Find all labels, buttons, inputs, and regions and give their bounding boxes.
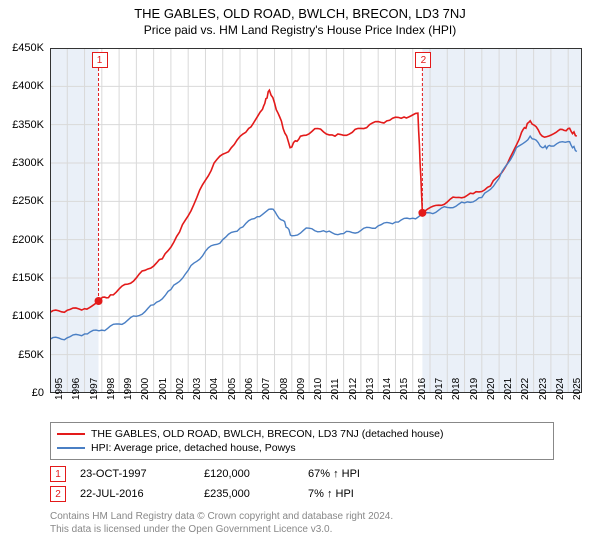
event-row: 2 22-JUL-2016 £235,000 7% ↑ HPI bbox=[50, 484, 360, 504]
y-tick-label: £100K bbox=[12, 310, 44, 322]
event-badge: 2 bbox=[50, 486, 66, 502]
legend-item: HPI: Average price, detached house, Powy… bbox=[57, 441, 547, 455]
attribution: Contains HM Land Registry data © Crown c… bbox=[50, 510, 393, 536]
legend-swatch bbox=[57, 447, 85, 449]
y-tick-label: £200K bbox=[12, 234, 44, 246]
plot-area bbox=[50, 48, 582, 393]
x-tick-label: 2016 bbox=[417, 378, 428, 400]
x-tick-label: 2015 bbox=[399, 378, 410, 400]
x-tick-label: 2014 bbox=[382, 378, 393, 400]
y-tick-label: £450K bbox=[12, 42, 44, 54]
x-tick-label: 2000 bbox=[140, 378, 151, 400]
event-row: 1 23-OCT-1997 £120,000 67% ↑ HPI bbox=[50, 464, 360, 484]
event-date: 22-JUL-2016 bbox=[80, 488, 190, 500]
event-price: £120,000 bbox=[204, 468, 294, 480]
x-tick-label: 1997 bbox=[89, 378, 100, 400]
x-tick-label: 1995 bbox=[54, 378, 65, 400]
x-tick-label: 2001 bbox=[158, 378, 169, 400]
attribution-line: Contains HM Land Registry data © Crown c… bbox=[50, 510, 393, 523]
event-badge: 1 bbox=[50, 466, 66, 482]
x-tick-label: 2019 bbox=[469, 378, 480, 400]
x-tick-label: 2020 bbox=[486, 378, 497, 400]
x-tick-label: 2023 bbox=[538, 378, 549, 400]
x-tick-label: 2010 bbox=[313, 378, 324, 400]
chart-title: THE GABLES, OLD ROAD, BWLCH, BRECON, LD3… bbox=[0, 0, 600, 21]
x-tick-label: 2022 bbox=[520, 378, 531, 400]
x-tick-label: 1996 bbox=[71, 378, 82, 400]
x-tick-label: 2007 bbox=[261, 378, 272, 400]
legend-swatch bbox=[57, 433, 85, 435]
y-tick-label: £50K bbox=[18, 349, 44, 361]
x-tick-label: 2013 bbox=[365, 378, 376, 400]
x-tick-label: 2021 bbox=[503, 378, 514, 400]
x-tick-label: 2009 bbox=[296, 378, 307, 400]
events-table: 1 23-OCT-1997 £120,000 67% ↑ HPI 2 22-JU… bbox=[50, 464, 360, 504]
legend-label: THE GABLES, OLD ROAD, BWLCH, BRECON, LD3… bbox=[91, 428, 443, 440]
marker-badge: 1 bbox=[92, 52, 108, 68]
legend-label: HPI: Average price, detached house, Powy… bbox=[91, 442, 296, 454]
y-tick-label: £150K bbox=[12, 272, 44, 284]
x-tick-label: 2018 bbox=[451, 378, 462, 400]
y-tick-label: £0 bbox=[32, 387, 44, 399]
event-pct: 7% ↑ HPI bbox=[308, 488, 354, 500]
y-tick-label: £300K bbox=[12, 157, 44, 169]
x-tick-label: 2004 bbox=[209, 378, 220, 400]
x-tick-label: 2008 bbox=[279, 378, 290, 400]
y-tick-label: £400K bbox=[12, 80, 44, 92]
x-tick-label: 2012 bbox=[348, 378, 359, 400]
x-tick-label: 2024 bbox=[555, 378, 566, 400]
x-tick-label: 2025 bbox=[572, 378, 583, 400]
x-tick-label: 2002 bbox=[175, 378, 186, 400]
y-tick-label: £350K bbox=[12, 119, 44, 131]
x-tick-label: 2011 bbox=[330, 378, 341, 400]
y-tick-label: £250K bbox=[12, 195, 44, 207]
event-date: 23-OCT-1997 bbox=[80, 468, 190, 480]
x-tick-label: 1998 bbox=[106, 378, 117, 400]
x-tick-label: 1999 bbox=[123, 378, 134, 400]
legend-item: THE GABLES, OLD ROAD, BWLCH, BRECON, LD3… bbox=[57, 427, 547, 441]
marker-badge: 2 bbox=[415, 52, 431, 68]
x-tick-label: 2017 bbox=[434, 378, 445, 400]
attribution-line: This data is licensed under the Open Gov… bbox=[50, 523, 393, 536]
event-pct: 67% ↑ HPI bbox=[308, 468, 360, 480]
chart-subtitle: Price paid vs. HM Land Registry's House … bbox=[0, 21, 600, 41]
event-price: £235,000 bbox=[204, 488, 294, 500]
x-tick-label: 2006 bbox=[244, 378, 255, 400]
x-tick-label: 2003 bbox=[192, 378, 203, 400]
line-chart bbox=[50, 48, 582, 393]
x-tick-label: 2005 bbox=[227, 378, 238, 400]
legend: THE GABLES, OLD ROAD, BWLCH, BRECON, LD3… bbox=[50, 422, 554, 460]
